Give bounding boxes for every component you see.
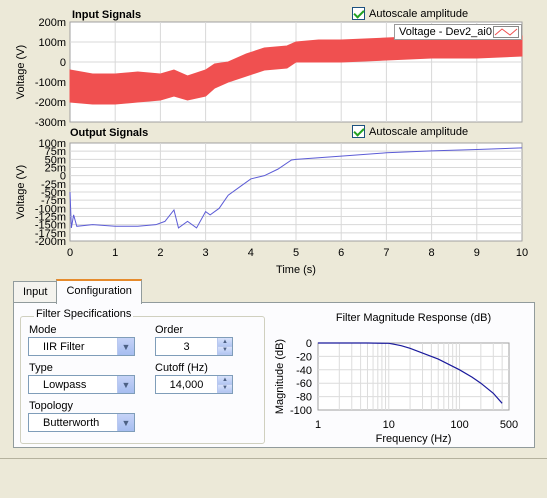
output-chart-title: Output Signals [70,127,149,139]
input-plot-legend[interactable]: Voltage - Dev2_ai0 [394,24,522,40]
output-x-tick-label: 8 [429,247,435,259]
checkbox-check-icon [352,7,365,20]
chevron-down-icon: ▼ [117,338,134,355]
type-dropdown[interactable]: Lowpass ▼ [28,375,135,394]
tab-input[interactable]: Input [13,281,58,303]
output-series-line [69,147,523,229]
output-y-tick-label: -150m [35,220,66,232]
order-stepper[interactable]: 3 ▲ ▼ [155,337,233,356]
spin-up-icon[interactable]: ▲ [218,338,232,347]
input-y-tick-label: 100m [38,37,66,49]
input-chart-title: Input Signals [72,9,142,21]
chevron-down-icon: ▼ [117,376,134,393]
filter-x-axis-label: Frequency (Hz) [376,433,452,445]
output-y-tick-label: 75m [45,146,66,158]
topology-dropdown[interactable]: Butterworth ▼ [28,413,135,432]
cutoff-stepper[interactable]: 14,000 ▲ ▼ [155,375,233,394]
filter-x-tick-label: 1 [315,419,321,431]
status-bar [0,458,547,488]
filter-chart-title: Filter Magnitude Response (dB) [336,312,491,324]
output-x-tick-label: 9 [474,247,480,259]
input-autoscale-checkbox[interactable]: Autoscale amplitude [352,7,468,20]
filter-y-tick-label: -40 [296,365,312,377]
output-y-tick-label: 100m [38,138,66,150]
filter-plot-area [317,342,510,411]
type-label: Type [29,362,53,374]
output-y-tick-label: -25m [41,179,66,191]
filter-y-tick-label: -80 [296,392,312,404]
mode-dropdown[interactable]: IIR Filter ▼ [28,337,135,356]
spin-down-icon[interactable]: ▼ [218,384,232,393]
output-y-tick-label: 50m [45,154,66,166]
output-y-tick-label: -100m [35,203,66,215]
cutoff-value: 14,000 [169,378,204,391]
output-x-tick-label: 6 [338,247,344,259]
input-y-tick-label: -100m [35,77,66,89]
filter-y-tick-label: -100 [290,405,312,417]
input-y-tick-label: 200m [38,17,66,29]
output-chart: 100m75m50m25m0-25m-50m-75m-100m-125m-150… [15,138,528,276]
filter-response-line [318,342,503,404]
input-autoscale-label: Autoscale amplitude [369,7,469,20]
output-x-tick-label: 10 [516,247,528,259]
spin-down-icon[interactable]: ▼ [218,346,232,355]
output-y-tick-label: -125m [35,212,66,224]
filter-x-tick-label: 100 [450,419,468,431]
legend-series-label: Voltage - Dev2_ai0 [399,26,492,38]
output-y-tick-label: -50m [41,187,66,199]
filter-y-tick-label: 0 [306,338,312,350]
output-autoscale-checkbox[interactable]: Autoscale amplitude [352,125,468,138]
topology-label: Topology [29,400,74,412]
output-x-tick-label: 5 [293,247,299,259]
filter-spec-group-label: Filter Specifications [34,308,134,320]
order-spin-buttons[interactable]: ▲ ▼ [217,338,232,355]
topology-value: Butterworth [43,416,100,429]
output-y-tick-label: -175m [35,228,66,240]
cutoff-label: Cutoff (Hz) [155,362,208,374]
output-y-tick-label: 25m [45,163,66,175]
filter-x-tick-label: 10 [383,419,395,431]
filter-x-tick-label: 500 [500,419,518,431]
tab-configuration[interactable]: Configuration [56,279,142,304]
legend-line-swatch [493,26,519,38]
input-y-tick-label: -300m [35,117,66,129]
mode-label: Mode [29,324,57,336]
output-x-tick-label: 1 [112,247,118,259]
output-autoscale-label: Autoscale amplitude [369,125,469,138]
output-x-tick-label: 4 [248,247,254,259]
order-value: 3 [183,340,190,353]
mode-value: IIR Filter [43,340,85,353]
filter-spec-group [20,316,265,444]
filter-y-axis-label: Magnitude (dB) [274,339,286,414]
output-x-axis-label: Time (s) [276,264,316,276]
chevron-down-icon: ▼ [117,414,134,431]
cutoff-spin-buttons[interactable]: ▲ ▼ [217,376,232,393]
spin-up-icon[interactable]: ▲ [218,376,232,385]
input-y-tick-label: 0 [60,57,66,69]
output-y-tick-label: -200m [35,236,66,248]
output-y-tick-label: -75m [41,195,66,207]
input-y-tick-label: -200m [35,97,66,109]
type-value: Lowpass [43,378,87,391]
output-x-tick-label: 0 [67,247,73,259]
output-x-tick-label: 7 [383,247,389,259]
checkbox-check-icon [352,125,365,138]
output-x-tick-label: 3 [203,247,209,259]
input-series-band [69,35,523,105]
output-y-tick-label: 0 [60,171,66,183]
tab-strip: Input Configuration [13,279,142,304]
filter-y-tick-label: -60 [296,378,312,390]
order-label: Order [155,324,184,336]
output-y-axis-label: Voltage (V) [15,165,27,219]
output-x-tick-label: 2 [157,247,163,259]
input-y-axis-label: Voltage (V) [15,45,27,99]
filter-y-tick-label: -20 [296,351,312,363]
